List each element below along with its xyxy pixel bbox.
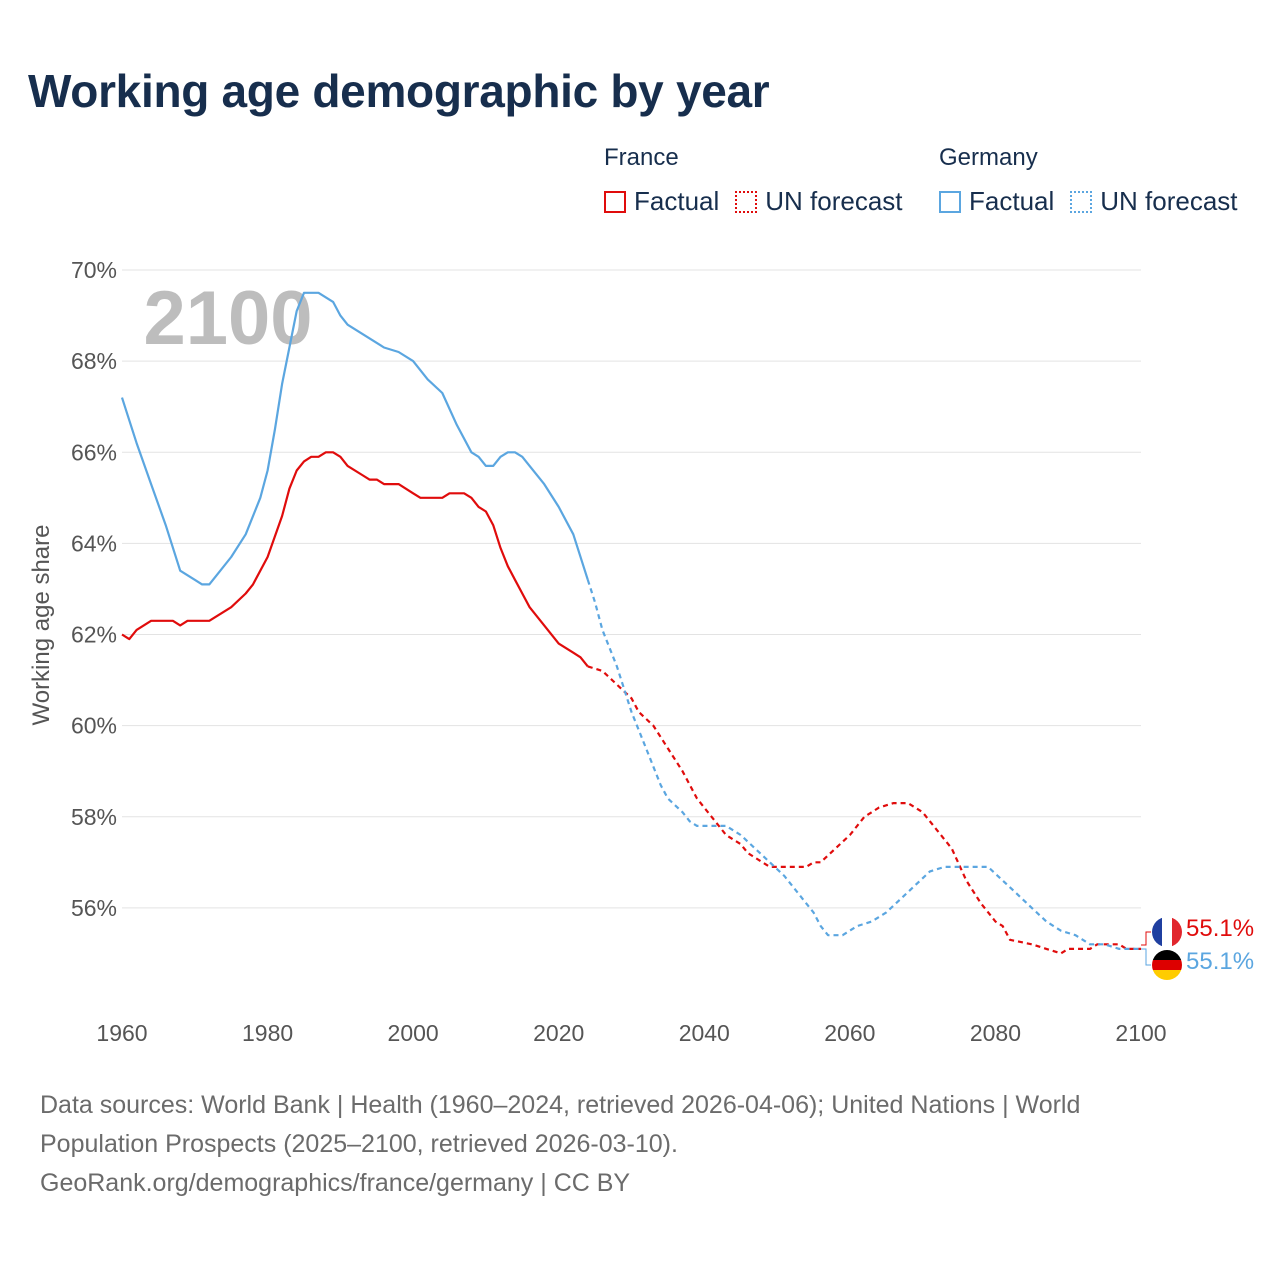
legend-swatch-germany-factual xyxy=(939,190,961,213)
france-end-value-label: 55.1% xyxy=(1186,915,1255,942)
legend-item-germany-factual[interactable]: Factual xyxy=(939,186,1054,217)
germany-flag-icon xyxy=(1152,950,1182,980)
france-forecast-line xyxy=(587,665,1141,955)
x-tick-label-2000: 2000 xyxy=(388,1020,439,1046)
x-tick-label-2100: 2100 xyxy=(1115,1020,1166,1046)
x-tick-label-2040: 2040 xyxy=(679,1020,730,1046)
germany-label-connector xyxy=(1141,948,1151,966)
x-tick-label-1960: 1960 xyxy=(96,1020,147,1046)
legend-item-france-factual[interactable]: Factual xyxy=(604,186,719,217)
legend-item-france-forecast[interactable]: UN forecast xyxy=(735,186,903,217)
line-chart: 56% 58% 60% 62% 64% 66% 68% 70% 1960 1980 2000 2020… xyxy=(71,257,1167,1046)
y-tick-label-68: 68% xyxy=(71,348,117,374)
footer: Data sources: World Bank | Health (1960–… xyxy=(40,1086,1160,1203)
legend-group-name-france: France xyxy=(604,144,679,171)
y-tick-label-70: 70% xyxy=(71,257,117,283)
footer-data-sources: Data sources: World Bank | Health (1960–… xyxy=(40,1091,1081,1158)
y-tick-label-64: 64% xyxy=(71,530,117,556)
germany-factual-line xyxy=(120,291,589,586)
legend-label-france-forecast: UN forecast xyxy=(765,186,903,216)
legend-swatch-germany-forecast xyxy=(1070,190,1093,213)
legend-swatch-france-factual xyxy=(604,190,626,213)
x-tick-label-2080: 2080 xyxy=(970,1020,1021,1046)
legend-germany: Germany Factual UN forecast xyxy=(939,144,1254,217)
y-tick-label-58: 58% xyxy=(71,804,117,830)
y-tick-label-60: 60% xyxy=(71,713,117,739)
germany-end-value-label: 55.1% xyxy=(1186,948,1255,975)
france-factual-line xyxy=(121,451,589,668)
x-tick-label-2060: 2060 xyxy=(824,1020,875,1046)
germany-forecast-line xyxy=(586,579,1141,950)
x-tick-label-2020: 2020 xyxy=(533,1020,584,1046)
y-tick-label-62: 62% xyxy=(71,622,117,648)
legend-france: France Factual UN forecast xyxy=(604,144,919,217)
legend-label-germany-factual: Factual xyxy=(969,186,1055,216)
legend-label-france-factual: Factual xyxy=(634,186,720,216)
y-tick-label-66: 66% xyxy=(71,439,117,465)
chart-title: Working age demographic by year xyxy=(28,65,770,117)
year-overlay: 2100 xyxy=(143,276,312,361)
footer-attribution[interactable]: GeoRank.org/demographics/france/germany … xyxy=(40,1169,631,1197)
legend-item-germany-forecast[interactable]: UN forecast xyxy=(1070,186,1238,217)
y-tick-label-56: 56% xyxy=(71,895,117,921)
legend-swatch-france-forecast xyxy=(735,190,758,213)
france-label-connector xyxy=(1141,931,1151,946)
france-flag-icon xyxy=(1152,917,1182,947)
x-tick-label-1980: 1980 xyxy=(242,1020,293,1046)
legend-label-germany-forecast: UN forecast xyxy=(1100,186,1238,216)
legend-group-name-germany: Germany xyxy=(939,144,1038,171)
